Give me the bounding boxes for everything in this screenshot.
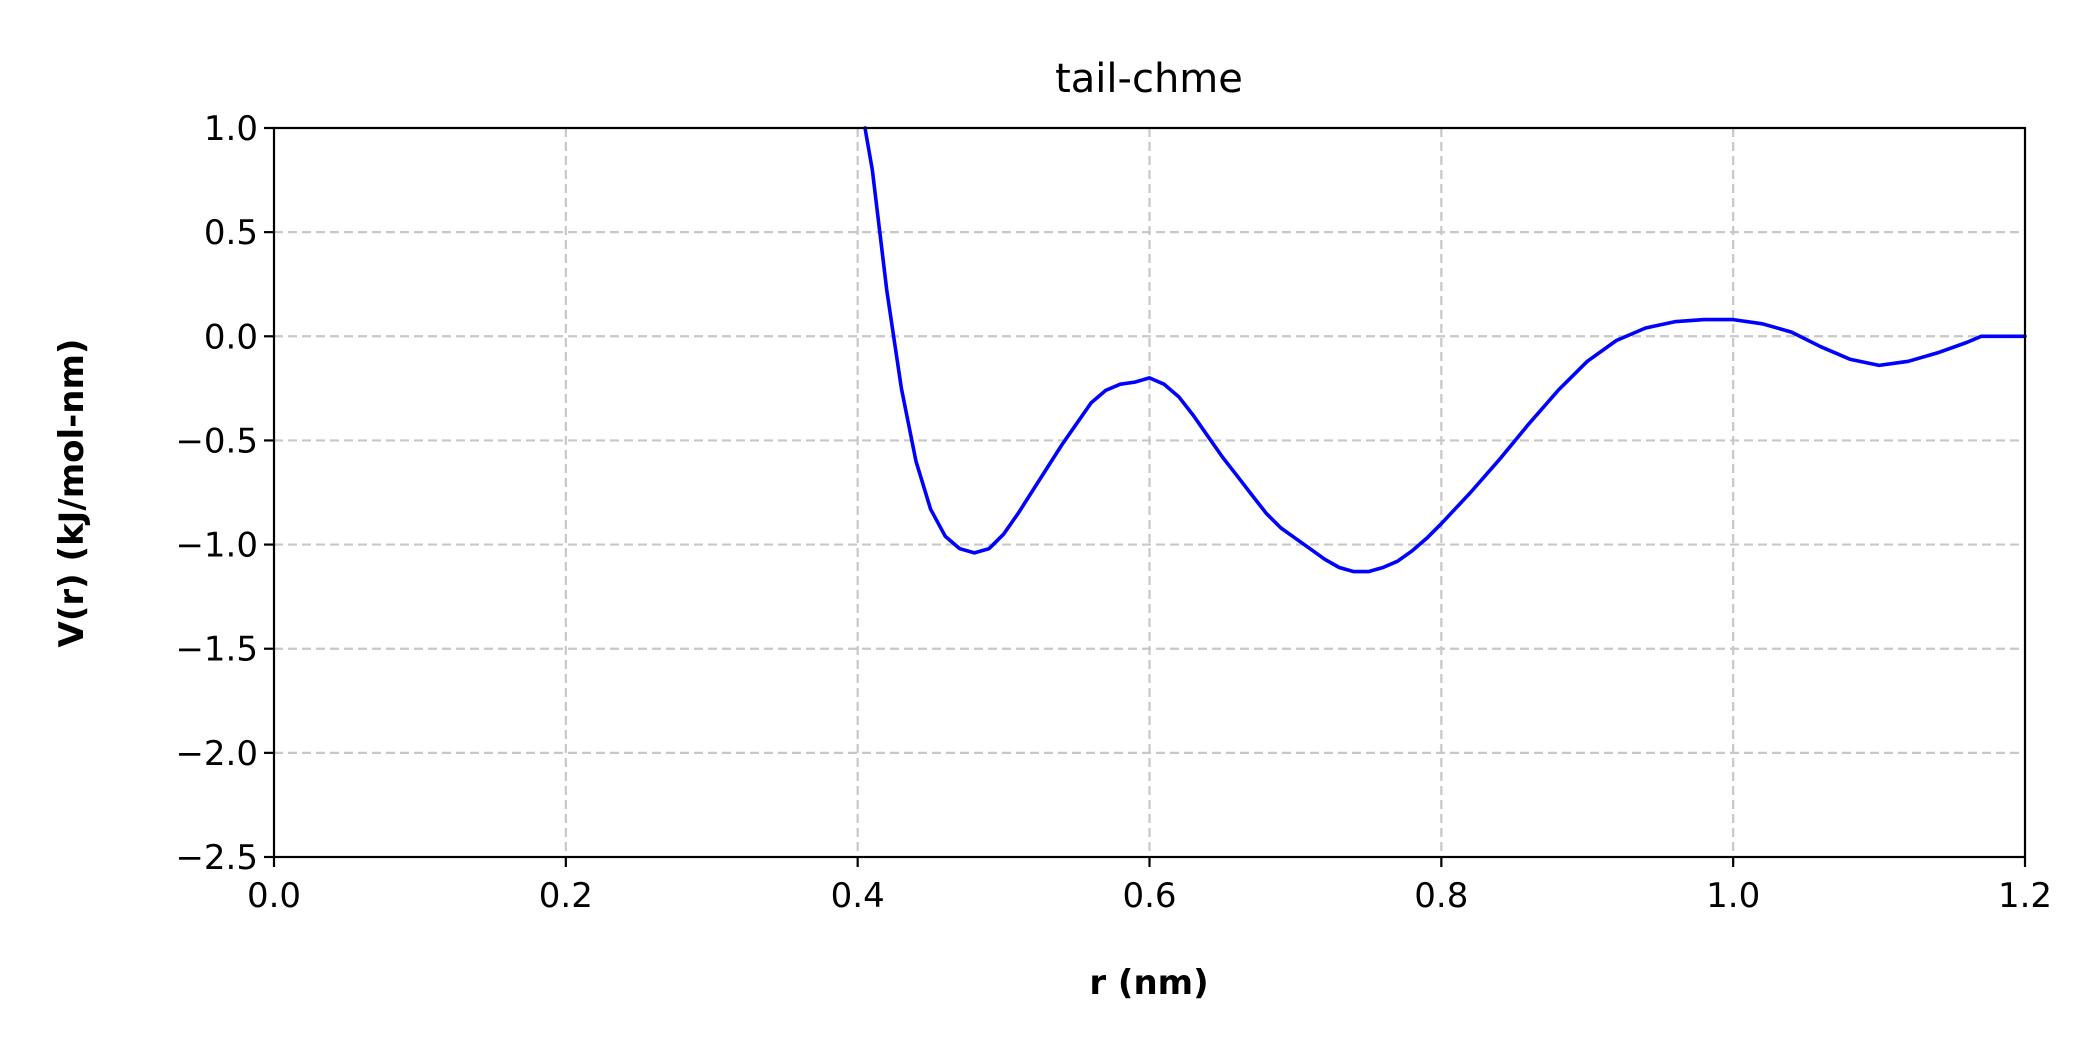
y-tick-label: 0.5	[204, 213, 258, 253]
y-tick-label: −0.5	[175, 421, 258, 461]
x-tick-label: 1.0	[1706, 876, 1760, 916]
y-tick-label: −1.0	[175, 526, 258, 566]
series-group	[863, 126, 2027, 574]
y-axis: 1.0 0.5 0.0 −0.5 −1.0 −1.5 −2.0 −2.5	[175, 109, 274, 878]
grid	[274, 128, 2025, 857]
y-tick-label: 0.0	[204, 317, 258, 357]
x-axis-label: r (nm)	[1089, 963, 1208, 1003]
x-tick-label: 0.0	[247, 876, 301, 916]
x-tick-label: 0.4	[831, 876, 885, 916]
y-tick-label: −2.0	[175, 734, 258, 774]
x-tick-label: 0.8	[1414, 876, 1468, 916]
y-tick-label: −1.5	[175, 630, 258, 670]
x-tick-label: 0.2	[539, 876, 593, 916]
x-tick-label: 0.6	[1122, 876, 1176, 916]
x-axis: 0.0 0.2 0.4 0.6 0.8 1.0 1.2	[247, 857, 2052, 916]
y-tick-label: −2.5	[175, 838, 258, 878]
chart-title: tail-chme	[1055, 56, 1243, 102]
y-axis-label: V(r) (kJ/mol-nm)	[52, 339, 92, 648]
series-line-0	[863, 126, 2027, 574]
y-tick-label: 1.0	[204, 109, 258, 149]
x-tick-label: 1.2	[1998, 876, 2052, 916]
